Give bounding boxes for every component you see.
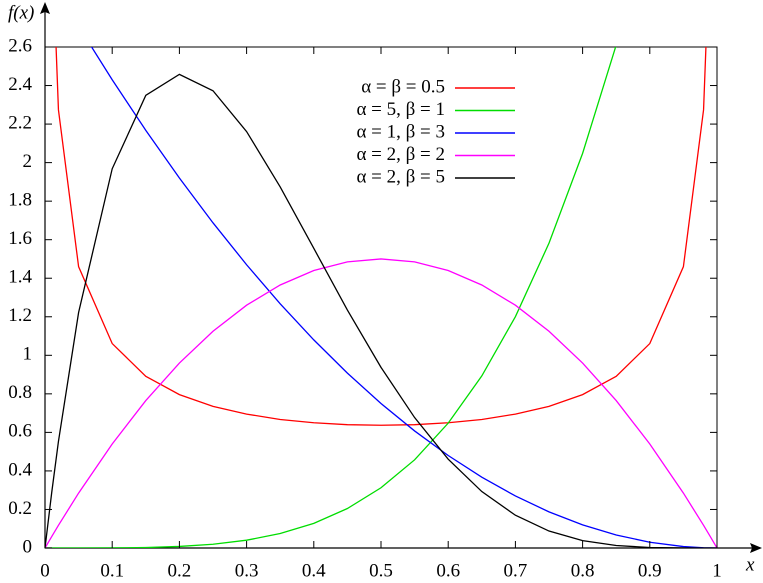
- legend-label: α = 5, β = 1: [356, 99, 445, 120]
- y-tick-label: 2.4: [8, 74, 32, 95]
- x-tick-label: 0.7: [504, 560, 528, 581]
- y-tick-label: 0.8: [8, 382, 32, 403]
- x-tick-label: 0.5: [369, 560, 393, 581]
- x-axis-arrow: [750, 543, 762, 553]
- legend-label: α = 2, β = 2: [356, 144, 445, 165]
- legend-label: α = β = 0.5: [361, 76, 445, 97]
- series-line: [45, 258, 717, 548]
- legend-label: α = 2, β = 5: [356, 166, 445, 187]
- y-tick-label: 2.2: [8, 112, 32, 133]
- y-tick-label: 1.2: [8, 305, 32, 326]
- series-line: [55, 47, 707, 426]
- x-tick-label: 0.9: [638, 560, 662, 581]
- y-tick-label: 1: [23, 344, 33, 365]
- y-axis-title: f(x): [8, 2, 34, 23]
- x-tick-label: 0: [40, 560, 50, 581]
- y-tick-label: 2.6: [8, 35, 32, 56]
- x-tick-label: 1: [712, 560, 722, 581]
- y-tick-label: 2: [23, 151, 33, 172]
- x-tick-label: 0.6: [436, 560, 460, 581]
- x-tick-label: 0.8: [571, 560, 595, 581]
- y-tick-label: 1.6: [8, 228, 32, 249]
- x-tick-label: 0.2: [168, 560, 192, 581]
- y-tick-label: 0.4: [8, 459, 32, 480]
- y-tick-label: 1.4: [8, 267, 32, 288]
- x-axis-title: x: [745, 554, 755, 575]
- y-tick-label: 1.8: [8, 190, 32, 211]
- x-tick-label: 0.3: [235, 560, 259, 581]
- x-tick-label: 0.4: [302, 560, 326, 581]
- y-tick-label: 0: [23, 536, 33, 557]
- y-tick-label: 0.2: [8, 498, 32, 519]
- legend-label: α = 1, β = 3: [356, 121, 445, 142]
- y-tick-label: 0.6: [8, 421, 32, 442]
- y-axis-arrow: [40, 2, 50, 14]
- x-tick-label: 0.1: [100, 560, 124, 581]
